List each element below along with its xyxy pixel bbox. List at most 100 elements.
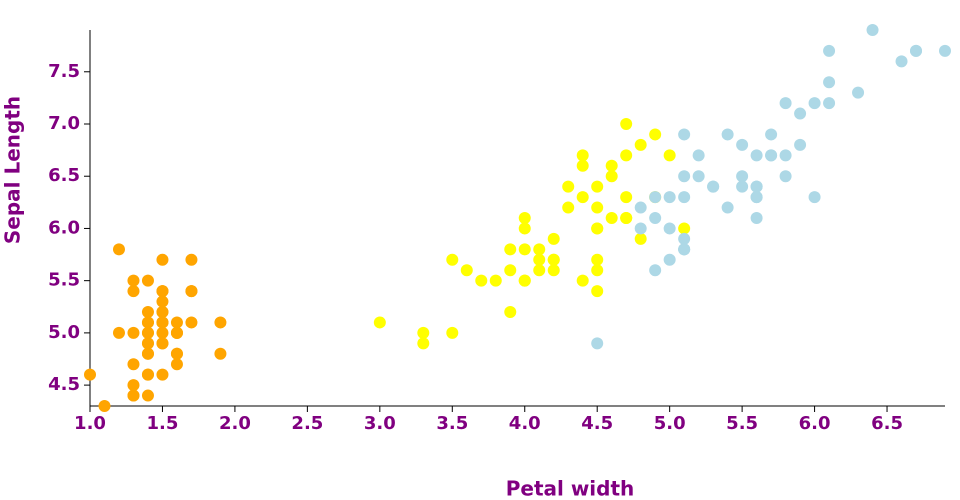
point xyxy=(605,212,618,224)
point xyxy=(576,274,589,287)
point xyxy=(649,212,662,224)
point xyxy=(141,337,154,350)
x-tick-label: 2.0 xyxy=(219,413,251,434)
point xyxy=(779,97,792,110)
point xyxy=(141,274,154,287)
point xyxy=(141,347,154,360)
point xyxy=(866,24,879,36)
point xyxy=(591,337,604,350)
point xyxy=(446,326,459,339)
point xyxy=(156,295,169,308)
y-tick-label: 4.5 xyxy=(48,374,80,395)
point xyxy=(591,180,604,193)
point xyxy=(678,128,691,141)
point xyxy=(808,97,821,110)
point xyxy=(156,253,169,266)
x-tick-label: 5.0 xyxy=(654,413,686,434)
point xyxy=(779,149,792,162)
y-tick-label: 7.0 xyxy=(48,113,80,134)
point xyxy=(895,55,908,68)
point xyxy=(518,222,531,235)
x-tick-label: 2.5 xyxy=(291,413,323,434)
x-tick-label: 6.0 xyxy=(799,413,831,434)
point xyxy=(533,253,546,266)
point xyxy=(156,326,169,339)
point xyxy=(591,222,604,235)
point xyxy=(562,201,575,214)
point xyxy=(141,389,154,402)
point xyxy=(156,337,169,350)
point xyxy=(750,180,763,193)
point xyxy=(475,274,488,287)
point xyxy=(721,128,734,141)
point xyxy=(562,180,575,193)
x-axis-title: Petal width xyxy=(506,477,635,500)
point xyxy=(576,149,589,162)
point xyxy=(620,149,633,162)
point xyxy=(373,316,386,329)
point xyxy=(518,212,531,224)
point xyxy=(736,170,749,183)
point xyxy=(591,264,604,277)
point xyxy=(823,76,836,89)
point xyxy=(591,285,604,298)
y-tick-label: 7.5 xyxy=(48,61,80,82)
point xyxy=(750,212,763,224)
point xyxy=(663,253,676,266)
point xyxy=(156,306,169,318)
point xyxy=(852,86,865,99)
y-axis-title: Sepal Length xyxy=(1,96,25,244)
point xyxy=(576,159,589,172)
point xyxy=(170,316,183,329)
point xyxy=(678,232,691,245)
y-tick-label: 6.5 xyxy=(48,165,80,186)
x-tick-label: 5.5 xyxy=(726,413,758,434)
point xyxy=(605,170,618,183)
point xyxy=(98,400,111,412)
point xyxy=(518,243,531,256)
point xyxy=(170,358,183,371)
point xyxy=(779,170,792,183)
point xyxy=(170,347,183,360)
point xyxy=(112,243,125,256)
point xyxy=(112,326,125,339)
y-tick-label: 6.0 xyxy=(48,217,80,238)
point xyxy=(417,337,430,350)
point xyxy=(141,368,154,381)
point xyxy=(504,243,517,256)
point xyxy=(504,264,517,277)
point xyxy=(808,191,821,204)
point xyxy=(678,170,691,183)
point xyxy=(504,306,517,318)
point xyxy=(649,191,662,204)
x-tick-label: 6.5 xyxy=(871,413,903,434)
point xyxy=(605,159,618,172)
point xyxy=(533,243,546,256)
point xyxy=(736,180,749,193)
point xyxy=(156,316,169,329)
point xyxy=(765,149,778,162)
point xyxy=(547,232,560,245)
point xyxy=(620,118,633,130)
point xyxy=(663,191,676,204)
point xyxy=(127,285,140,298)
point xyxy=(533,264,546,277)
point xyxy=(721,201,734,214)
point xyxy=(489,274,502,287)
x-tick-label: 3.0 xyxy=(364,413,396,434)
point xyxy=(663,222,676,235)
point xyxy=(939,44,951,57)
point xyxy=(794,138,807,151)
point xyxy=(214,347,227,360)
x-tick-label: 1.0 xyxy=(74,413,106,434)
point xyxy=(678,191,691,204)
point xyxy=(214,316,227,329)
point xyxy=(127,389,140,402)
point xyxy=(794,107,807,120)
point xyxy=(185,253,198,266)
point xyxy=(634,138,647,151)
x-tick-label: 4.0 xyxy=(509,413,541,434)
point xyxy=(707,180,720,193)
y-tick-label: 5.5 xyxy=(48,270,80,291)
